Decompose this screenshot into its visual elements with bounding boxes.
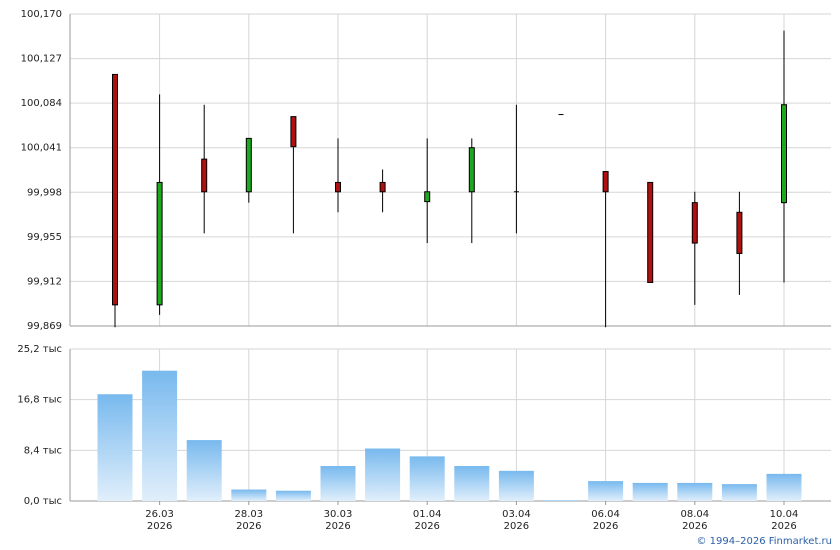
candle-body — [781, 104, 787, 204]
date-tick-label: 26.03 — [145, 509, 174, 520]
volume-tick-label: 0,0 тыс — [24, 496, 62, 507]
year-tick-label: 2026 — [682, 521, 707, 532]
copyright-text: © 1994–2026 Finmarket.ru — [696, 536, 832, 547]
volume-bar — [677, 482, 713, 501]
candle-body — [647, 181, 654, 283]
date-tick-label: 03.04 — [502, 509, 531, 520]
volume-bar — [186, 440, 222, 501]
candle-body — [602, 171, 609, 193]
date-tick-label: 28.03 — [234, 509, 263, 520]
volume-grid — [70, 348, 831, 502]
price-tick-label: 100,127 — [21, 54, 62, 65]
volume-bar — [721, 484, 757, 501]
candle-body — [691, 202, 698, 244]
price-tick-label: 99,869 — [27, 321, 62, 332]
year-tick-label: 2026 — [771, 521, 796, 532]
volume-bar — [275, 490, 311, 501]
volume-bar — [320, 466, 356, 501]
candle-body — [245, 137, 252, 193]
year-tick-label: 2026 — [414, 521, 439, 532]
volume-bar — [498, 470, 534, 501]
candle — [335, 138, 341, 213]
date-tick-label: 08.04 — [680, 509, 709, 520]
candle-body — [736, 211, 743, 254]
candle — [201, 104, 208, 234]
price-axis: 100,170 100,127 100,084 100,041 99,998 99,955… — [21, 9, 831, 332]
volume-bar — [632, 482, 668, 501]
candle-body — [201, 158, 208, 193]
volume-tick-label: 8,4 тыс — [24, 445, 62, 456]
year-tick-label: 2026 — [147, 521, 172, 532]
date-tick-label: 06.04 — [591, 509, 620, 520]
volume-bar-series — [97, 370, 802, 501]
date-tick-label: 30.03 — [324, 509, 353, 520]
candle — [513, 104, 519, 234]
candle — [691, 191, 698, 305]
volume-bar — [231, 489, 267, 501]
candle-body — [468, 147, 475, 193]
candle — [647, 181, 654, 283]
date-tick-label: 10.04 — [770, 509, 799, 520]
year-tick-label: 2026 — [593, 521, 618, 532]
price-tick-label: 99,998 — [27, 187, 62, 198]
date-tick-label: 01.04 — [413, 509, 442, 520]
volume-bar — [142, 370, 178, 501]
candle-body — [112, 73, 118, 306]
price-tick-label: 99,912 — [27, 276, 62, 287]
volume-bar — [588, 481, 624, 501]
volume-bar — [766, 473, 802, 501]
candle — [290, 116, 297, 234]
candle — [468, 138, 475, 244]
candle-body — [379, 181, 386, 193]
year-tick-label: 2026 — [504, 521, 529, 532]
candle — [602, 171, 609, 328]
candle — [736, 191, 743, 295]
candle-body — [156, 181, 163, 306]
candlestick-series — [112, 30, 787, 328]
volume-bar — [365, 448, 401, 501]
price-tick-label: 100,041 — [21, 143, 62, 154]
volume-tick-label: 25,2 тыс — [17, 344, 62, 355]
candle — [112, 73, 118, 328]
candle-body — [424, 191, 431, 203]
candle-body — [335, 181, 341, 193]
price-grid — [70, 13, 831, 327]
candle — [379, 169, 386, 213]
candle — [781, 30, 787, 283]
candle — [424, 138, 431, 244]
price-tick-label: 100,084 — [21, 98, 62, 109]
date-axis: 26.03202628.03202630.03202601.04202603.0… — [145, 501, 798, 532]
volume-tick-label: 16,8 тыс — [17, 395, 62, 406]
price-tick-label: 99,955 — [27, 232, 62, 243]
candle-body — [290, 116, 297, 148]
volume-bar — [97, 394, 133, 501]
volume-bar — [543, 500, 579, 501]
price-tick-label: 100,170 — [21, 9, 62, 20]
volume-bar — [409, 456, 445, 501]
year-tick-label: 2026 — [236, 521, 261, 532]
year-tick-label: 2026 — [325, 521, 350, 532]
candle — [245, 137, 252, 203]
volume-bar — [454, 466, 490, 501]
candle — [156, 94, 163, 315]
